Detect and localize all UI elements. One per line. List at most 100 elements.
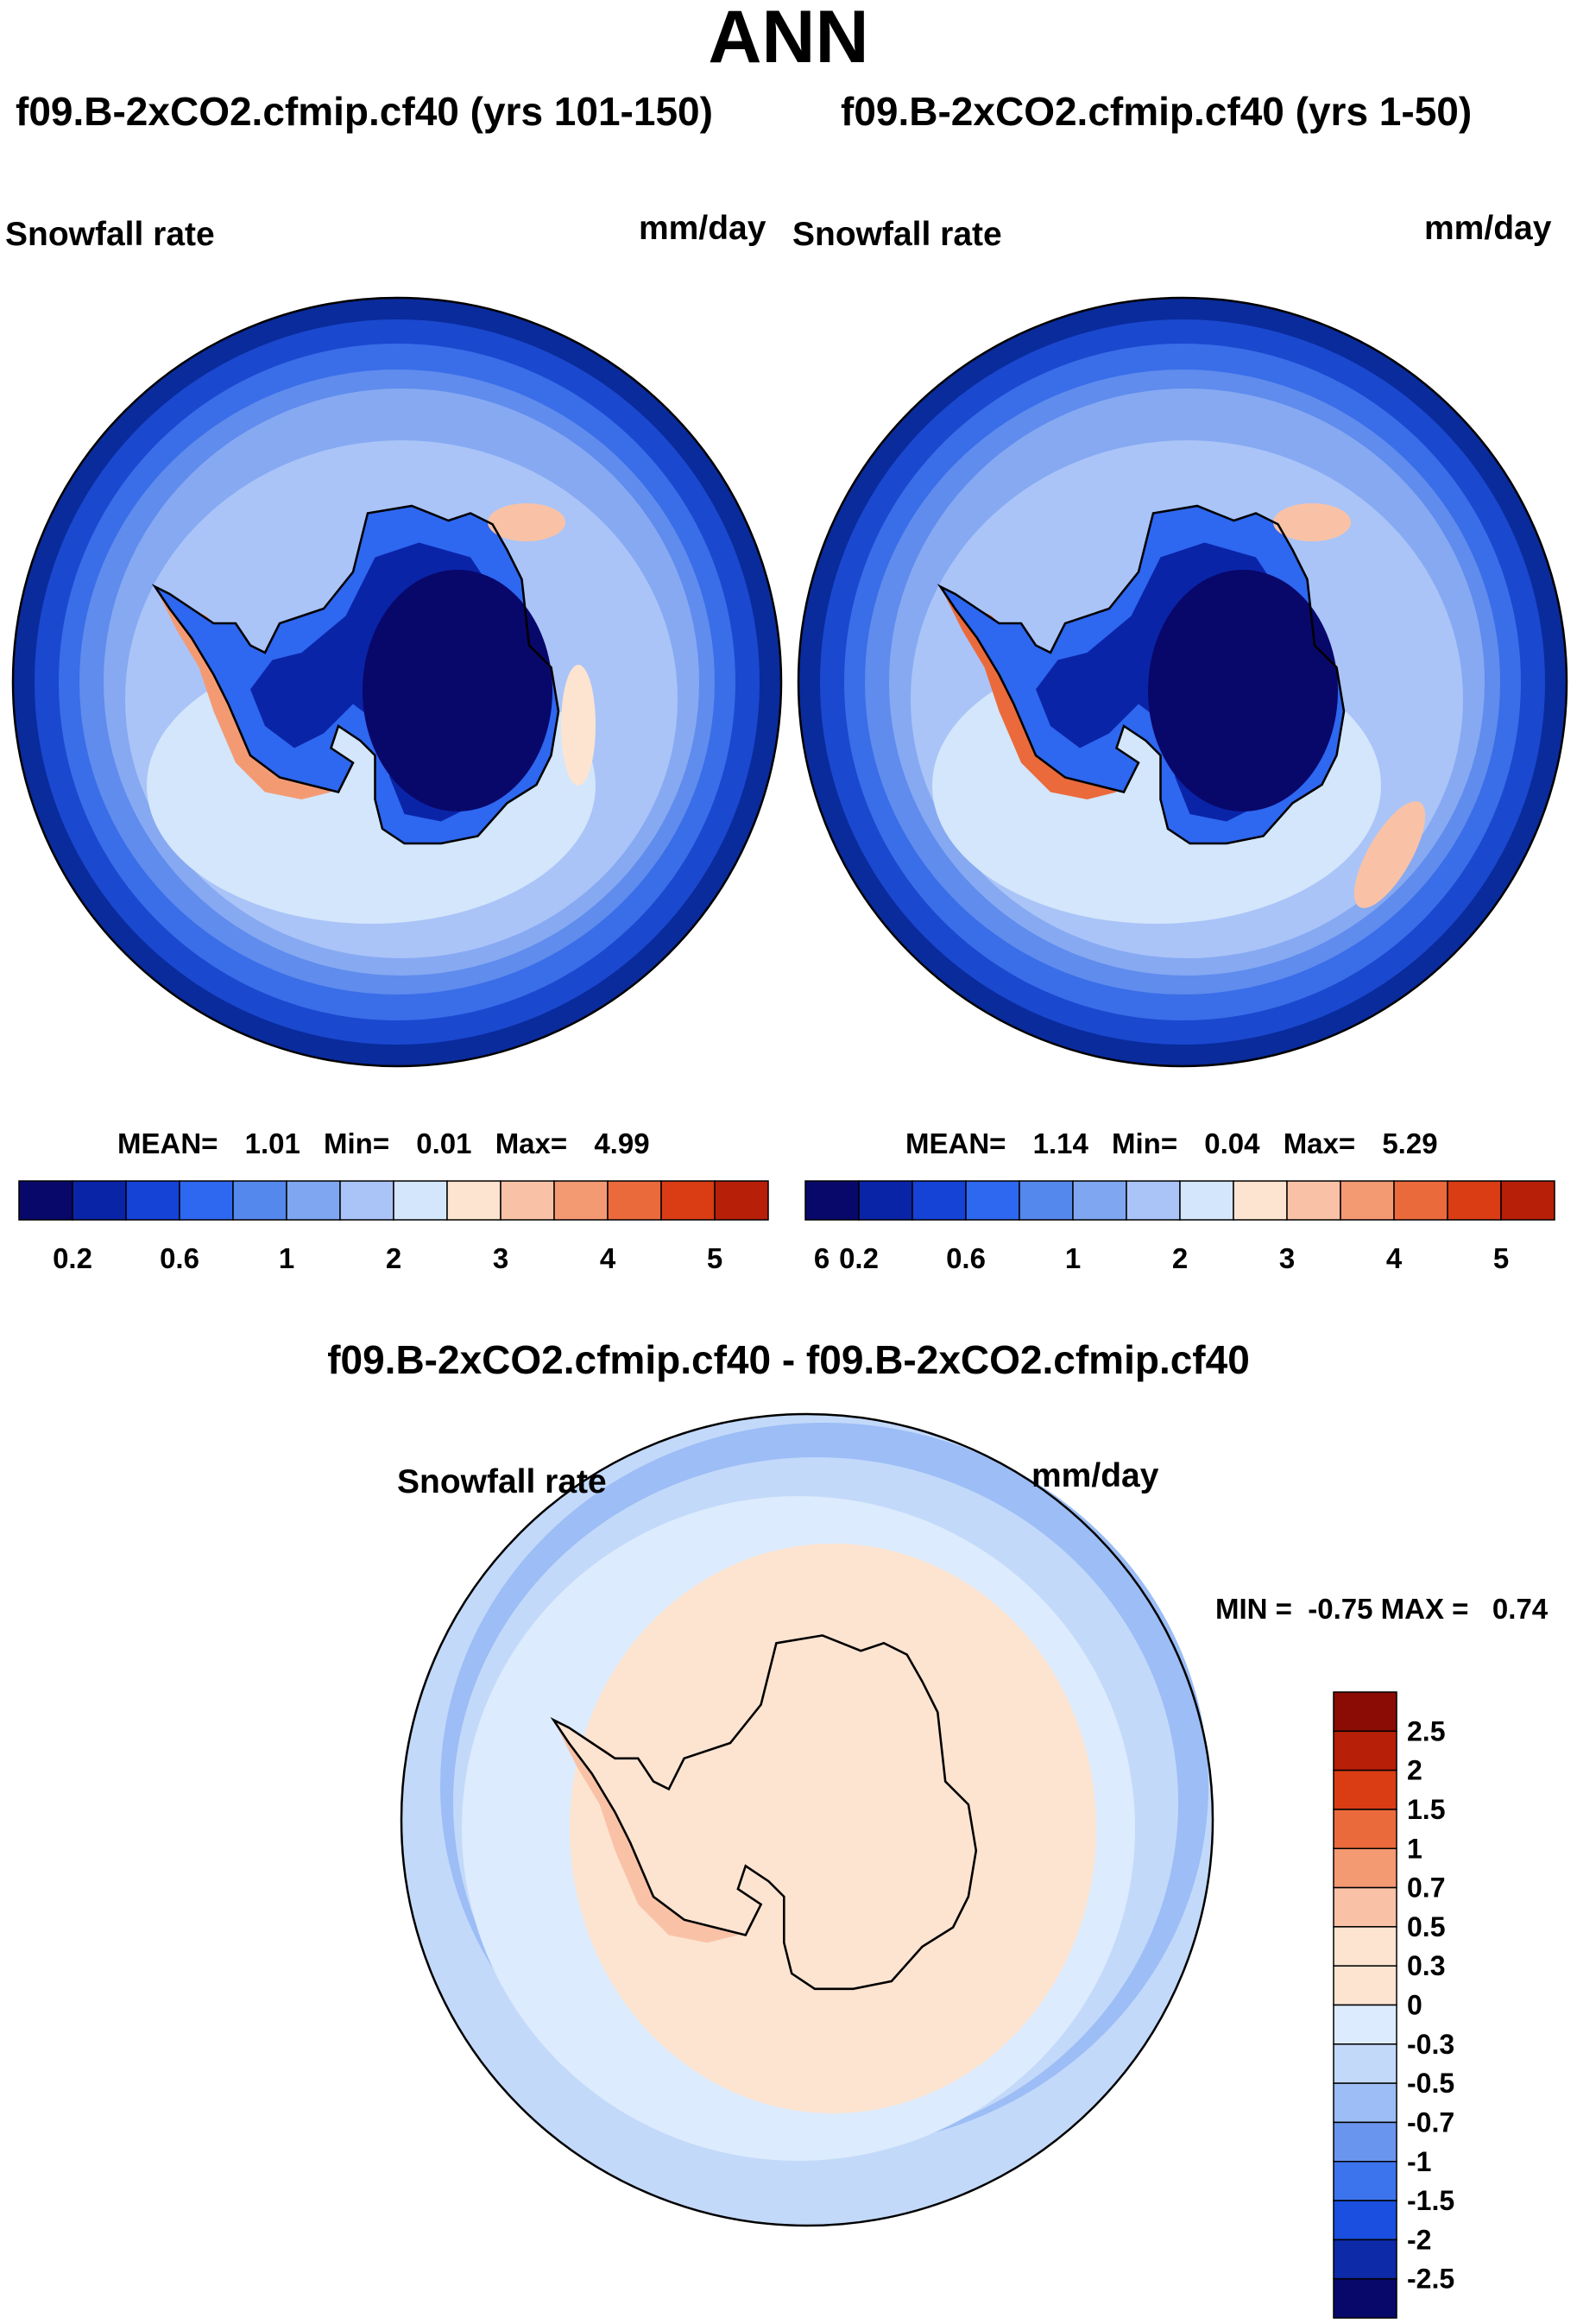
- diff-colorbar-tick-label: -0.7: [1407, 2106, 1454, 2138]
- panel-1-colorbar-box: [179, 1180, 234, 1221]
- panel-2-colorbar-box: [1019, 1180, 1074, 1221]
- panel-2-north-coast-band: [1273, 503, 1351, 541]
- panel-2-colorbar-box: [1500, 1180, 1555, 1221]
- panel-1-plateau-min: [363, 570, 552, 812]
- panel-1-variable-label: Snowfall rate: [5, 216, 215, 253]
- panel-2-colorbar-box: [1072, 1180, 1127, 1221]
- panel-2-colorbar-box: [1126, 1180, 1181, 1221]
- panel-2-colorbar-box: [1233, 1180, 1288, 1221]
- panel-2-colorbar-tick-label: 4: [1386, 1242, 1403, 1274]
- diff-colorbar-tick-label: 0.3: [1407, 1950, 1445, 1981]
- panel-2-colorbar-tick-label: 5: [1493, 1242, 1509, 1274]
- panel-2-colorbar-tick-label: 0.2: [839, 1242, 879, 1274]
- panel-1-colorbar-tick-label: 4: [600, 1242, 616, 1274]
- panel-2-variable-label: Snowfall rate: [792, 216, 1002, 253]
- panel-1-map: [11, 296, 783, 1068]
- diff-colorbar-tick-label: -0.5: [1407, 2068, 1454, 2099]
- panel-1-title: f09.B-2xCO2.cfmip.cf40 (yrs 101-150): [16, 89, 713, 134]
- diff-colorbar-box: [1333, 2277, 1397, 2319]
- panel-1-colorbar-box: [660, 1180, 716, 1221]
- diff-colorbar-box: [1333, 1965, 1397, 2006]
- diff-colorbar-tick-label: 1.5: [1407, 1794, 1445, 1825]
- panel-1-colorbar-box: [18, 1180, 73, 1221]
- panel-2-colorbar-box: [1340, 1180, 1395, 1221]
- panel-1-max-value: 4.99: [594, 1127, 650, 1159]
- panel-1-map-border: [11, 296, 783, 1068]
- diff-colorbar-tick-label: 0: [1407, 1990, 1422, 2021]
- diff-colorbar-tick-label: 0.5: [1407, 1911, 1445, 1942]
- panel-2-colorbar: 0.2 0.6 1 2 3 4 5 6: [804, 1180, 1555, 1274]
- panel-1-min-label: Min=: [324, 1127, 390, 1159]
- panel-1-mean-label: MEAN=: [117, 1127, 218, 1159]
- panel-1-colorbar-tick-label: 2: [386, 1242, 401, 1274]
- panel-2-units-label: mm/day: [1424, 210, 1552, 247]
- panel-2-plateau-min: [1148, 570, 1338, 812]
- panel-1-colorbar-box: [72, 1180, 127, 1221]
- panel-2-mean-value: 1.14: [1032, 1127, 1088, 1159]
- panel-2-max-value: 5.29: [1382, 1127, 1438, 1159]
- panel-2-colorbar-tick-label: 2: [1172, 1242, 1188, 1274]
- panel-2-colorbar-box: [858, 1180, 913, 1221]
- panel-1-colorbar-tick-label: 1: [279, 1242, 294, 1274]
- panel-1-min-value: 0.01: [416, 1127, 472, 1159]
- diff-colorbar-box: [1333, 1847, 1397, 1889]
- panel-1-mean-value: 1.01: [244, 1127, 300, 1159]
- diff-minmax: MIN = -0.75 MAX = 0.74: [1215, 1593, 1549, 1625]
- panel-1-colorbar-box: [553, 1180, 609, 1221]
- panel-2-colorbar-tick-label: 3: [1279, 1242, 1295, 1274]
- diff-colorbar-tick-label: -2.5: [1407, 2264, 1454, 2295]
- panel-1-north-coast-band: [488, 503, 565, 541]
- diff-colorbar-tick-label: -1: [1407, 2146, 1431, 2177]
- panel-1-stats: MEAN= 1.01 Min= 0.01 Max= 4.99: [117, 1127, 650, 1160]
- diff-colorbar-box: [1333, 2043, 1397, 2084]
- panel-2-east-coast-band: [1353, 801, 1426, 908]
- diff-colorbar-box: [1333, 2121, 1397, 2163]
- diff-colorbar: 2.5 2 1.5 1 0.7 0.5 0.3 0 -0.3 -0.5 -0.7 -1 -1.5 -2 -2…: [1333, 1691, 1454, 2319]
- panel-2-colorbar-box: [965, 1180, 1020, 1221]
- panel-2-colorbar-box: [1179, 1180, 1234, 1221]
- diff-colorbar-box: [1333, 2082, 1397, 2124]
- panel-1-colorbar-box: [446, 1180, 501, 1221]
- panel-1-colorbar-box: [232, 1180, 287, 1221]
- diff-units-label: mm/day: [1031, 1457, 1159, 1494]
- panel-1-colorbar-box: [339, 1180, 394, 1221]
- panel-1-colorbar-tick-label: 5: [707, 1242, 722, 1274]
- panel-2-colorbar-box: [804, 1180, 860, 1221]
- panel-2-map-border: [797, 296, 1568, 1068]
- panel-2-min-label: Min=: [1112, 1127, 1178, 1159]
- panel-2-title: f09.B-2xCO2.cfmip.cf40 (yrs 1-50): [841, 89, 1473, 134]
- diff-colorbar-tick-label: 2: [1407, 1755, 1422, 1786]
- panel-1-colorbar-tick-label: 0.2: [53, 1242, 92, 1274]
- panel-1-colorbar-box: [393, 1180, 448, 1221]
- panel-2-colorbar-box: [1393, 1180, 1448, 1221]
- diff-title: f09.B-2xCO2.cfmip.cf40 - f09.B-2xCO2.cfm…: [327, 1337, 1250, 1382]
- diff-map: [400, 1412, 1214, 2227]
- panel-1-colorbar-box: [500, 1180, 555, 1221]
- diff-colorbar-box: [1333, 2200, 1397, 2241]
- panel-2-colorbar-box: [1286, 1180, 1341, 1221]
- diff-colorbar-box: [1333, 2161, 1397, 2201]
- figure-title: ANN: [708, 0, 869, 79]
- panel-1-colorbar: 0.2 0.6 1 2 3 4 5 6: [18, 1180, 830, 1274]
- panel-2-stats: MEAN= 1.14 Min= 0.04 Max= 5.29: [905, 1127, 1438, 1160]
- panel-1-colorbar-box: [607, 1180, 662, 1221]
- panel-2-map: [797, 296, 1568, 1068]
- panel-2-colorbar-tick-label: 0.6: [946, 1242, 986, 1274]
- diff-map-border: [400, 1412, 1214, 2227]
- diff-colorbar-tick-label: -2: [1407, 2224, 1431, 2255]
- panel-2-colorbar-box: [912, 1180, 967, 1221]
- diff-colorbar-box: [1333, 2239, 1397, 2280]
- diff-colorbar-box: [1333, 1769, 1397, 1810]
- diff-colorbar-box: [1333, 1730, 1397, 1771]
- panel-1-units-label: mm/day: [639, 210, 766, 247]
- diff-colorbar-box: [1333, 1691, 1397, 1733]
- diff-colorbar-tick-label: 0.7: [1407, 1872, 1445, 1904]
- panel-2-mean-label: MEAN=: [905, 1127, 1006, 1159]
- diff-colorbar-tick-label: -0.3: [1407, 2029, 1454, 2060]
- panel-2-min-value: 0.04: [1204, 1127, 1260, 1159]
- panel-1-max-label: Max=: [495, 1127, 568, 1159]
- panel-1-east-coast-band: [561, 665, 596, 786]
- diff-colorbar-box: [1333, 1886, 1397, 1928]
- panel-1-colorbar-tick-label: 0.6: [160, 1242, 199, 1274]
